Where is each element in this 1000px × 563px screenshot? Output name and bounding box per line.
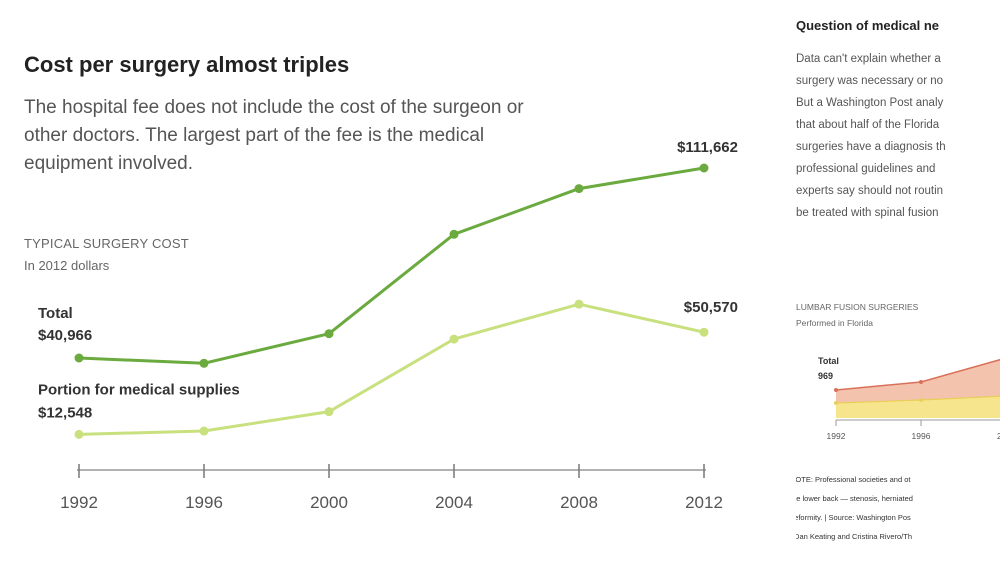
mini-chart-title: LUMBAR FUSION SURGERIES [796, 302, 919, 312]
aside-text-line: be treated with spinal fusion [796, 207, 939, 219]
annotation-total-label: Total [38, 305, 73, 322]
data-point [74, 429, 84, 439]
aside-text-line: Data can't explain whether a [796, 53, 941, 65]
x-tick-label: 2000 [310, 493, 348, 512]
aside-text-line: experts say should not routin [796, 185, 944, 197]
y-axis-label: TYPICAL SURGERY COST [24, 236, 189, 251]
sidebar-panel: Question of medical ne Data can't explai… [796, 0, 1000, 563]
data-point [199, 358, 209, 368]
data-point [449, 334, 459, 344]
chart-description: The hospital fee does not include the co… [24, 97, 524, 174]
x-tick-label: 1992 [60, 493, 98, 512]
mini-total-label: Total [818, 356, 839, 366]
x-tick-label: 2008 [560, 493, 598, 512]
aside-text-line: professional guidelines and [796, 163, 936, 175]
mini-area-total [836, 359, 1000, 403]
footnote-line: deformity. | Source: Washington Pos [796, 513, 911, 522]
aside-text: Data can't explain whether a surgery was… [796, 48, 1000, 224]
mini-dot [919, 380, 923, 384]
mini-dot [834, 401, 838, 405]
data-point [324, 407, 334, 417]
data-point [574, 299, 584, 309]
mini-chart-subtitle: Performed in Florida [796, 318, 874, 328]
y-axis-unit: In 2012 dollars [24, 258, 110, 273]
aside-text-line: But a Washington Post analy [796, 97, 944, 109]
mini-tick-label: 2 [997, 431, 1000, 441]
annotation-supplies-start-value: $12,548 [38, 404, 92, 421]
aside-text-line: that about half of the Florida [796, 119, 940, 131]
annotation-total-end-value: $111,662 [677, 139, 738, 156]
line-chart: 1992 1996 2000 2004 2008 2012 Total $40,966 Port… [38, 139, 738, 512]
data-point [699, 163, 709, 173]
chart-title: Cost per surgery almost triples [24, 52, 350, 77]
annotation-supplies-label: Portion for medical supplies [38, 381, 240, 398]
footnote: NOTE: Professional societies and ot the … [796, 470, 1000, 546]
x-tick-label: 2012 [685, 493, 723, 512]
data-point [74, 353, 84, 363]
data-point [199, 426, 209, 436]
x-tick-label: 1996 [185, 493, 223, 512]
data-point [324, 329, 334, 339]
footnote-line: NOTE: Professional societies and ot [796, 475, 911, 484]
series-line-supplies [78, 302, 705, 436]
mini-tick-label: 1996 [912, 431, 931, 441]
data-point [449, 229, 459, 239]
aside-text-line: surgery was necessary or no [796, 75, 944, 87]
data-point [574, 184, 584, 194]
mini-area-chart: Total 969 1992 1996 2 [818, 356, 1000, 441]
x-tick-label: 2004 [435, 493, 473, 512]
footnote-line: the lower back — stenosis, herniated [796, 494, 913, 503]
mini-total-value: 969 [818, 371, 833, 381]
mini-dot [834, 388, 838, 392]
mini-dot [919, 398, 923, 402]
footnote-line: | Dan Keating and Cristina Rivero/Th [796, 532, 913, 541]
mini-tick-label: 1992 [827, 431, 846, 441]
aside-title: Question of medical ne [796, 18, 940, 33]
series-line-total [78, 166, 705, 365]
aside-text-line: surgeries have a diagnosis th [796, 141, 946, 153]
data-point [699, 327, 709, 337]
annotation-total-start-value: $40,966 [38, 327, 92, 344]
annotation-supplies-end-value: $50,570 [684, 299, 738, 316]
